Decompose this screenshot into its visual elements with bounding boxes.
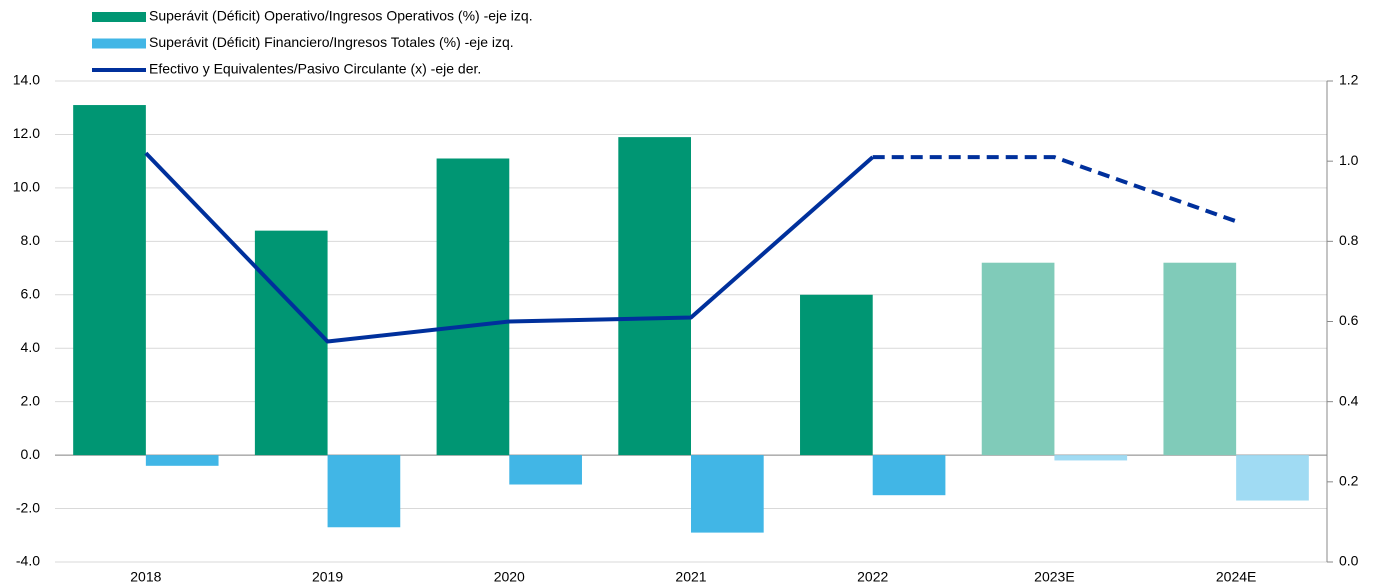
bar [327,455,401,528]
x-tick-label: 2023E [1034,569,1074,585]
x-tick-label: 2021 [675,569,706,585]
bar [1054,455,1128,461]
y2-tick-label: 1.2 [1339,72,1359,88]
x-tick-label: 2018 [130,569,161,585]
x-tick-label: 2019 [312,569,343,585]
legend-label: Superávit (Déficit) Financiero/Ingresos … [149,34,514,50]
x-tick-label: 2020 [494,569,525,585]
bar [145,455,219,466]
x-tick-label: 2022 [857,569,888,585]
y2-tick-label: 0.0 [1339,553,1359,569]
y-tick-label: 4.0 [21,339,41,355]
legend-label: Efectivo y Equivalentes/Pasivo Circulant… [149,61,481,77]
bar [73,105,146,456]
line-projected [872,155,1237,224]
bar [872,455,946,496]
legend-swatch [92,38,146,49]
bar [800,294,873,456]
line [144,151,875,344]
x-tick-label: 2024E [1216,569,1256,585]
bar [436,158,510,456]
bar [691,455,764,533]
y-tick-label: 6.0 [21,285,41,301]
legend-swatch [92,12,146,22]
y2-tick-label: 0.8 [1339,232,1359,248]
y-tick-label: 14.0 [13,72,40,88]
bar [618,137,691,456]
y-tick-label: 12.0 [13,125,40,141]
y-tick-label: 10.0 [13,179,40,195]
bar [1163,262,1237,456]
bar [981,262,1055,456]
y2-tick-label: 0.2 [1339,473,1359,489]
bar [509,455,582,485]
y2-tick-label: 1.0 [1339,152,1359,168]
y2-tick-label: 0.6 [1339,312,1359,328]
legend-label: Superávit (Déficit) Operativo/Ingresos O… [149,8,533,24]
y-tick-label: -4.0 [16,553,40,569]
bar [1236,455,1309,501]
y-tick-label: -2.0 [16,499,40,515]
y-tick-label: 0.0 [21,446,41,462]
y-tick-label: 8.0 [21,232,41,248]
bar [254,230,328,456]
y2-tick-label: 0.4 [1339,392,1359,408]
y-tick-label: 2.0 [21,392,41,408]
